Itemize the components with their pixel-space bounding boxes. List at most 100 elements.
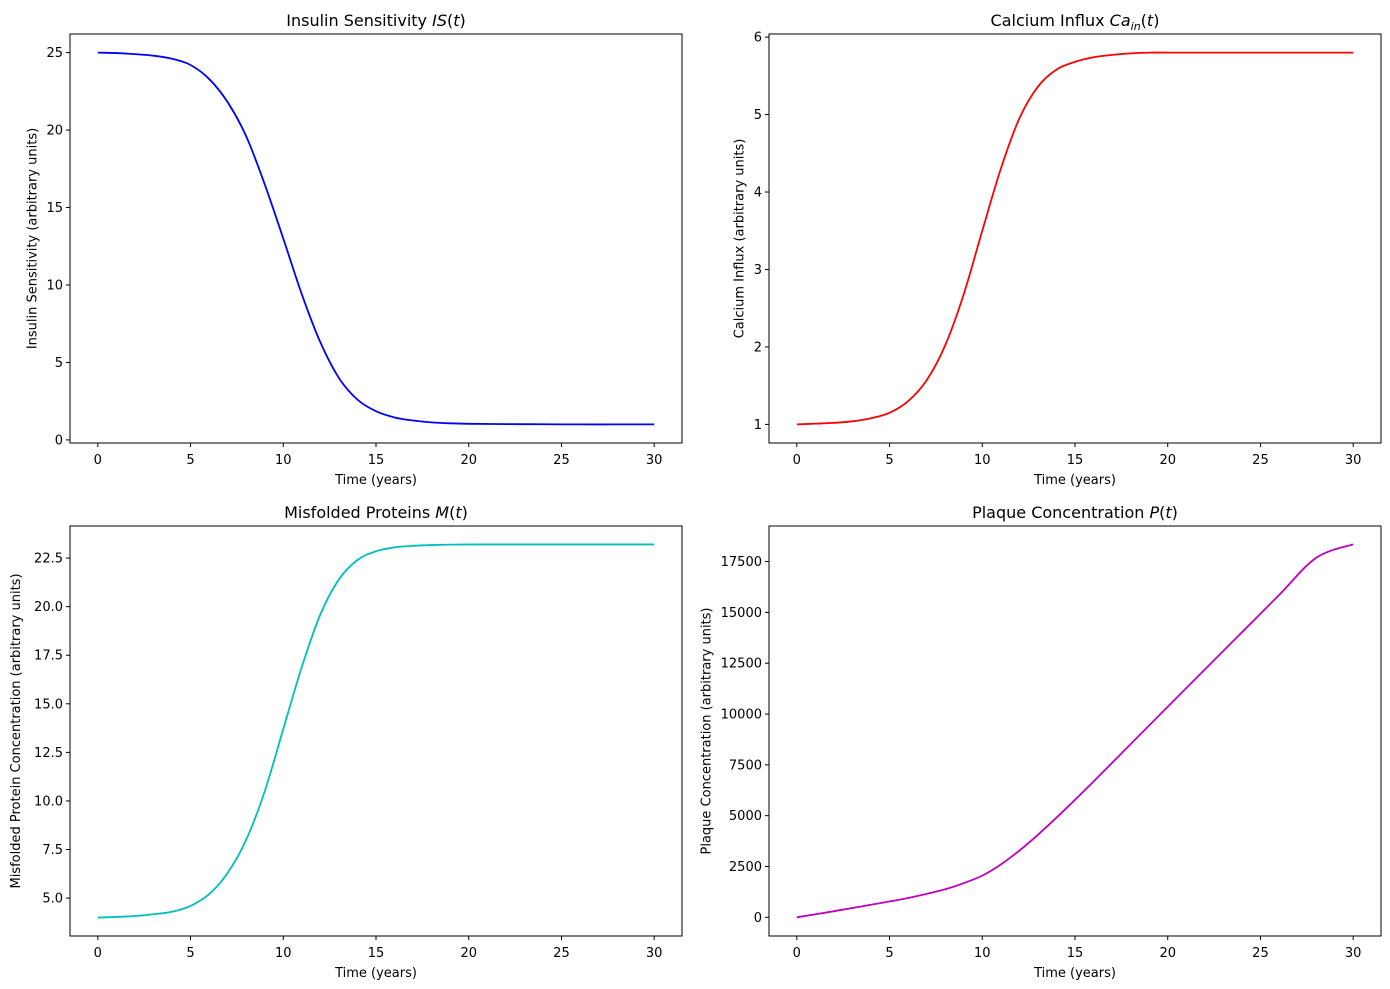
chart-title-variable: t [455, 503, 462, 522]
x-axis-label: Time (years) [334, 966, 417, 981]
chart-title-math: IS [432, 11, 447, 30]
x-axis-label: Time (years) [1033, 966, 1116, 981]
chart-title-math: P [1149, 503, 1159, 522]
y-tick-label: 17.5 [34, 649, 63, 664]
x-tick-label: 30 [1345, 453, 1362, 468]
x-tick-label: 5 [186, 946, 194, 961]
y-tick-label: 6 [754, 31, 762, 46]
y-tick-label: 7500 [729, 758, 762, 773]
chart-title-variable: t [453, 11, 460, 30]
misfolded-proteins-panel: 0 5 10 15 20 25 30 5.0 7.5 10.0 12.5 15.0 17.5 20.0 22… [9, 503, 683, 981]
x-tick-label: 20 [460, 453, 477, 468]
chart-title-tail: ( [1159, 503, 1165, 522]
y-tick-label: 20 [46, 124, 63, 139]
chart-title-subscript: in [1131, 20, 1141, 33]
x-tick-label: 5 [885, 453, 893, 468]
x-tick-label: 5 [186, 453, 194, 468]
x-tick-label: 10 [275, 946, 292, 961]
chart-title-text: Insulin Sensitivity [286, 11, 432, 30]
x-tick-label: 0 [793, 946, 801, 961]
y-tick-label: 1 [754, 418, 762, 433]
y-tick-label: 7.5 [42, 843, 63, 858]
chart-title-variable: t [1165, 503, 1172, 522]
y-tick-label: 3 [754, 263, 762, 278]
x-tick-label: 10 [974, 453, 991, 468]
chart-title: Misfolded Proteins M(t) [284, 503, 468, 522]
x-tick-label: 10 [974, 946, 991, 961]
chart-title-tail: ( [447, 11, 453, 30]
x-tick-label: 20 [1159, 946, 1176, 961]
y-tick-label: 5000 [729, 809, 762, 824]
x-tick-label: 15 [1067, 453, 1084, 468]
x-tick-label: 25 [1252, 453, 1269, 468]
chart-title-paren: ) [460, 11, 466, 30]
y-tick-label: 15000 [721, 606, 762, 621]
calcium-influx-series-line [796, 51, 1354, 426]
chart-title-text: Plaque Concentration [972, 503, 1149, 522]
chart-title-tail: ( [449, 503, 455, 522]
x-tick-label: 0 [94, 946, 102, 961]
x-tick-label: 0 [94, 453, 102, 468]
y-axis-label: Plaque Concentration (arbitrary units) [700, 608, 715, 855]
y-tick-label: 12500 [721, 657, 762, 672]
y-tick-label: 0 [55, 433, 63, 448]
x-tick-label: 25 [553, 946, 570, 961]
insulin-sensitivity-panel: 0 5 10 15 20 25 30 0 5 10 15 20 25 Time (years) Insuli… [25, 11, 683, 488]
chart-title-tail: ( [1141, 11, 1147, 30]
plaque-concentration-panel: 0 5 10 15 20 25 30 0 2500 5000 7500 10000 12500 15000… [700, 503, 1382, 981]
x-tick-label: 30 [1345, 946, 1362, 961]
y-tick-label: 10.0 [34, 794, 63, 809]
x-tick-label: 30 [646, 946, 663, 961]
chart-title: Calcium Influx Cain(t) [991, 11, 1160, 33]
y-tick-label: 15.0 [34, 697, 63, 712]
insulin-sensitivity-series-line [97, 51, 655, 426]
chart-title: Insulin Sensitivity IS(t) [286, 11, 466, 30]
chart-title-variable: t [1147, 11, 1154, 30]
y-tick-label: 0 [754, 911, 762, 926]
y-tick-label: 5.0 [42, 892, 63, 907]
y-tick-label: 10 [46, 278, 63, 293]
chart-title-paren: ) [462, 503, 468, 522]
y-tick-label: 12.5 [34, 746, 63, 761]
y-tick-label: 2 [754, 340, 762, 355]
y-axis-label: Calcium Influx (arbitrary units) [733, 139, 748, 339]
chart-title-math: Ca [1110, 11, 1131, 30]
chart-title-text: Calcium Influx [991, 11, 1110, 30]
y-tick-label: 5 [55, 356, 63, 371]
y-axis-label: Misfolded Protein Concentration (arbitra… [9, 573, 24, 888]
y-axis-label: Insulin Sensitivity (arbitrary units) [25, 128, 40, 349]
axes-frame [768, 525, 1382, 937]
y-tick-label: 5 [754, 108, 762, 123]
chart-title: Plaque Concentration P(t) [972, 503, 1178, 522]
x-tick-label: 20 [460, 946, 477, 961]
y-tick-label: 4 [754, 186, 762, 201]
x-tick-label: 25 [553, 453, 570, 468]
x-tick-label: 5 [885, 946, 893, 961]
x-tick-label: 15 [1067, 946, 1084, 961]
chart-title-paren: ) [1172, 503, 1178, 522]
x-axis-label: Time (years) [334, 473, 417, 488]
chart-title-text: Misfolded Proteins [284, 503, 435, 522]
chart-title-paren: ) [1153, 11, 1159, 30]
x-tick-label: 10 [275, 453, 292, 468]
y-tick-label: 15 [46, 201, 63, 216]
axes-frame [69, 525, 683, 937]
calcium-influx-panel: 0 5 10 15 20 25 30 1 2 3 4 5 6 Time (years) Calcium In… [733, 11, 1382, 488]
x-tick-label: 15 [368, 453, 385, 468]
x-axis-label: Time (years) [1033, 473, 1116, 488]
axes-frame [69, 33, 683, 444]
y-tick-label: 22.5 [34, 552, 63, 567]
chart-title-math: M [435, 503, 449, 522]
y-tick-label: 10000 [721, 708, 762, 723]
x-tick-label: 0 [793, 453, 801, 468]
y-tick-label: 25 [46, 46, 63, 61]
axes-frame [768, 33, 1382, 444]
y-tick-label: 17500 [721, 555, 762, 570]
x-tick-label: 25 [1252, 946, 1269, 961]
x-tick-label: 15 [368, 946, 385, 961]
misfolded-proteins-series-line [97, 543, 655, 919]
y-tick-label: 2500 [729, 860, 762, 875]
x-tick-label: 20 [1159, 453, 1176, 468]
plaque-concentration-series-line [796, 543, 1354, 919]
